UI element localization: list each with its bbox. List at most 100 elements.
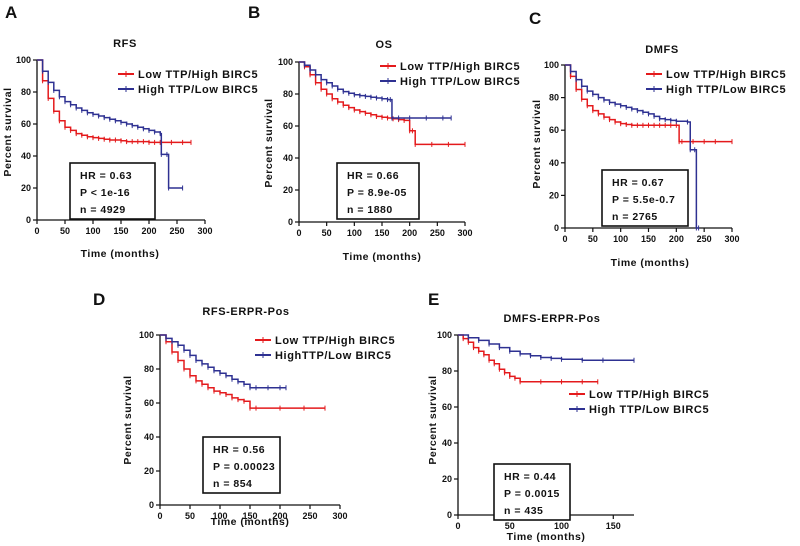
x-tick-label: 0 (562, 234, 567, 244)
stats-line: n = 435 (504, 505, 543, 517)
x-tick-label: 150 (606, 521, 621, 531)
series-0 (565, 64, 733, 145)
x-axis-label: Time (months) (611, 257, 690, 269)
y-tick-label: 80 (283, 89, 293, 99)
x-tick-label: 100 (613, 234, 628, 244)
stats-line: P = 5.5e-0.7 (612, 194, 675, 206)
x-tick-label: 0 (157, 511, 162, 521)
survival-curve (160, 334, 325, 409)
stats-box-frame (336, 162, 420, 220)
panel-e: E DMFS-ERPR-Pos 0 20 40 60 80 100 0 50 100 150 Time … (427, 290, 709, 543)
y-tick-label: 40 (442, 438, 452, 448)
stats-line: n = 2765 (612, 211, 658, 223)
panel-letter: C (529, 9, 541, 28)
series-1 (160, 334, 287, 391)
x-axis-label: Time (months) (507, 531, 586, 543)
x-tick-label: 50 (505, 521, 515, 531)
stats-line: HR = 0.67 (612, 177, 664, 189)
y-tick-label: 60 (283, 121, 293, 131)
y-tick-label: 20 (549, 190, 559, 200)
y-tick-label: 100 (139, 330, 154, 340)
legend-entry: Low TTP/High BIRC5 (138, 69, 258, 81)
panel-a: A RFS 0 20 40 60 80 100 0 50 100 150 200 250 300 Time (… (2, 3, 258, 260)
panel-c: C DMFS 0 20 40 60 80 100 0 50 100 150 200 250 300 Time … (529, 9, 786, 269)
panel-letter: E (428, 290, 439, 309)
y-tick-label: 20 (442, 474, 452, 484)
stats-box-frame (601, 169, 689, 227)
y-tick-label: 80 (549, 93, 559, 103)
series-0 (37, 59, 192, 145)
chart-title: RFS (113, 38, 137, 50)
y-tick-label: 60 (549, 125, 559, 135)
stats-box: HR = 0.67 P = 5.5e-0.7 n = 2765 (601, 169, 689, 227)
legend: Low TTP/High BIRC5 HighTTP/Low BIRC5 (255, 335, 395, 362)
x-tick-label: 100 (554, 521, 569, 531)
x-tick-label: 200 (141, 226, 156, 236)
y-tick-label: 100 (437, 330, 452, 340)
x-tick-label: 0 (34, 226, 39, 236)
legend: Low TTP/High BIRC5 High TTP/Low BIRC5 (380, 61, 520, 88)
panel-b: B OS 0 20 40 60 80 100 0 50 100 150 200 250 300 Time (m… (248, 3, 520, 263)
x-tick-label: 100 (347, 228, 362, 238)
y-tick-label: 20 (144, 466, 154, 476)
x-axis-label: Time (months) (81, 248, 160, 260)
chart-title: OS (375, 39, 392, 51)
stats-box-frame (69, 162, 156, 220)
x-tick-label: 200 (669, 234, 684, 244)
panel-letter: B (248, 3, 260, 22)
series-1 (458, 334, 635, 363)
legend-entry: High TTP/Low BIRC5 (589, 404, 709, 416)
x-tick-label: 100 (85, 226, 100, 236)
y-tick-label: 40 (283, 153, 293, 163)
y-tick-label: 0 (554, 223, 559, 233)
y-tick-label: 80 (144, 364, 154, 374)
y-tick-label: 100 (278, 57, 293, 67)
series-1 (565, 64, 700, 231)
y-tick-label: 0 (149, 500, 154, 510)
y-tick-label: 0 (288, 217, 293, 227)
survival-curve (37, 59, 191, 144)
x-tick-label: 250 (430, 228, 445, 238)
stats-line: n = 4929 (80, 204, 126, 216)
stats-line: P < 1e-16 (80, 187, 130, 199)
y-axis-label: Percent survival (531, 99, 543, 188)
x-axis-label: Time (months) (343, 251, 422, 263)
stats-line: HR = 0.44 (504, 471, 556, 483)
stats-box: HR = 0.56 P = 0.00023 n = 854 (202, 436, 281, 494)
panel-d: D RFS-ERPR-Pos 0 20 40 60 80 100 0 50 100 150 200 250… (93, 290, 395, 528)
y-tick-label: 60 (21, 119, 31, 129)
stats-line: n = 1880 (347, 204, 393, 216)
y-tick-label: 100 (16, 55, 31, 65)
survival-curve (160, 334, 286, 389)
x-tick-label: 300 (332, 511, 347, 521)
chart-title: RFS-ERPR-Pos (202, 306, 289, 318)
y-tick-label: 60 (144, 398, 154, 408)
y-axis-label: Percent survival (263, 98, 275, 187)
stats-line: HR = 0.56 (213, 444, 265, 456)
legend-entry: High TTP/Low BIRC5 (400, 76, 520, 88)
y-tick-label: 20 (21, 183, 31, 193)
series-1 (37, 59, 184, 191)
y-tick-label: 100 (544, 60, 559, 70)
x-tick-label: 250 (302, 511, 317, 521)
legend: Low TTP/High BIRC5 High TTP/Low BIRC5 (646, 69, 786, 96)
stats-box: HR = 0.63 P < 1e-16 n = 4929 (69, 162, 156, 220)
y-axis-label: Percent survival (2, 87, 14, 176)
stats-line: P = 8.9e-05 (347, 187, 407, 199)
panel-letter: A (5, 3, 17, 22)
y-tick-label: 80 (21, 87, 31, 97)
legend-entry: Low TTP/High BIRC5 (666, 69, 786, 81)
y-tick-label: 0 (26, 215, 31, 225)
x-tick-label: 150 (374, 228, 389, 238)
y-tick-label: 40 (21, 151, 31, 161)
stats-box-frame (493, 463, 571, 521)
x-tick-label: 0 (455, 521, 460, 531)
stats-box: HR = 0.66 P = 8.9e-05 n = 1880 (336, 162, 420, 220)
y-axis-label: Percent survival (427, 375, 439, 464)
chart-title: DMFS-ERPR-Pos (503, 313, 600, 325)
y-axis-label: Percent survival (122, 375, 134, 464)
y-tick-label: 80 (442, 366, 452, 376)
x-tick-label: 0 (296, 228, 301, 238)
legend-entry: Low TTP/High BIRC5 (275, 335, 395, 347)
